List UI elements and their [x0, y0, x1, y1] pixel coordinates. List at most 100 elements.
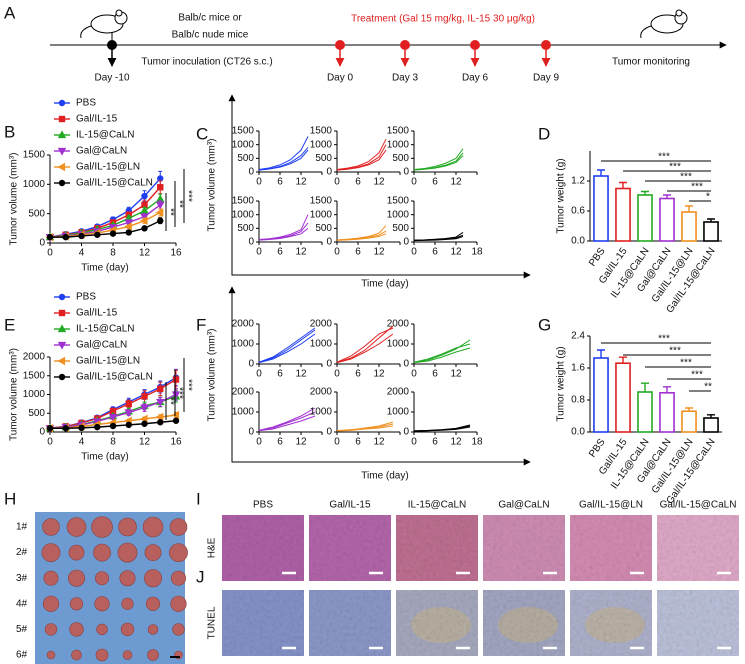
mouse-strain: Balb/c nude mice [172, 30, 249, 41]
marker [141, 420, 148, 427]
marker [141, 225, 148, 232]
significance-label: ** [704, 382, 712, 393]
y-tick-label: 1000 [310, 139, 333, 150]
tumor [120, 622, 135, 637]
marker [141, 393, 148, 400]
tumor [144, 544, 162, 562]
bar [637, 391, 653, 433]
y-tick-label: 0 [248, 427, 254, 438]
marker [62, 233, 69, 241]
x-tick-label: 6 [432, 437, 438, 448]
tumor [42, 518, 60, 536]
error-bar [597, 169, 605, 176]
micrograph-texture [222, 515, 304, 581]
tumor [172, 623, 185, 636]
marker [139, 216, 148, 225]
tumor [66, 517, 87, 537]
subject-line [258, 415, 316, 432]
y-tick-label: 0.0 [571, 236, 585, 247]
event-dot [470, 40, 480, 50]
subject-line [336, 423, 394, 432]
y-tick-label: 500 [392, 153, 409, 164]
y-tick-label: 0 [326, 237, 332, 248]
x-tick-label: 16 [170, 437, 182, 448]
x-tick-label: 12 [295, 177, 307, 188]
error-bar [707, 414, 715, 418]
row-label: 4# [16, 598, 28, 609]
x-tick-label: 12 [373, 177, 385, 188]
x-tick-label: 12 [295, 437, 307, 448]
x-tick-label: 12 [450, 369, 462, 380]
bar [659, 197, 675, 242]
event-dot [400, 40, 410, 50]
bar [593, 357, 609, 433]
significance-label: *** [691, 182, 703, 193]
subject-line [413, 155, 464, 171]
x-tick-label: 4 [79, 248, 85, 259]
marker [62, 425, 69, 432]
y-axis-title: Tumor weight (g) [556, 346, 567, 421]
micrograph-texture [483, 515, 565, 581]
marker [125, 421, 132, 429]
error-bar [641, 190, 649, 195]
tumor [171, 570, 187, 586]
treatment: Treatment (Gal 15 mg/kg, IL-15 30 μg/kg) [351, 14, 535, 25]
marker [156, 201, 165, 210]
subject-line [336, 138, 387, 171]
y-tick-label: 0 [326, 427, 332, 438]
x-tick-label: 0 [47, 248, 53, 259]
marker [46, 425, 54, 432]
x-tick-label: 0 [334, 437, 340, 448]
x-tick-label: PBS [587, 246, 608, 269]
mouse-icon [80, 9, 128, 39]
column-label: Gal/IL-15 [329, 500, 371, 511]
y-tick-label: 0.8 [571, 395, 585, 406]
y-tick-label: 0 [403, 359, 409, 370]
y-tick-label: 0 [326, 359, 332, 370]
tumor [68, 569, 86, 587]
tumor [142, 516, 164, 538]
x-tick-label: 16 [170, 248, 182, 259]
error-bar [707, 218, 715, 222]
marker [140, 206, 149, 214]
y-tick-label: 1500 [232, 126, 255, 137]
tumor [68, 544, 85, 561]
column-label: Gal/IL-15@LN [579, 500, 643, 511]
frame-axes [228, 286, 531, 466]
legend-label: Gal/IL-15 [76, 308, 118, 319]
y-tick-label: 0 [403, 167, 409, 178]
panel-label: A [4, 3, 16, 22]
micrograph-texture [396, 590, 478, 656]
tumor [147, 649, 159, 661]
marker [172, 376, 180, 383]
x-tick-label: 18 [471, 247, 483, 258]
tumor [117, 542, 138, 563]
significance-label: ** [164, 397, 175, 405]
tumor-photo [35, 512, 185, 664]
x-tick-label: 8 [110, 437, 116, 448]
x-tick-label: 18 [471, 437, 483, 448]
error-bar [619, 356, 627, 364]
subject-line [258, 333, 316, 364]
micrograph-texture [222, 590, 304, 656]
column-label: Gal@CaLN [498, 500, 549, 511]
error-bar [663, 194, 671, 199]
y-tick-label: 0.6 [571, 206, 585, 217]
y-tick-label: 2000 [310, 387, 333, 398]
marker [46, 233, 54, 241]
y-tick-label: 0 [326, 167, 332, 178]
legend-marker [57, 341, 67, 350]
x-axis-title: Time (day) [361, 279, 408, 290]
inoculation: Tumor inoculation (CT26 s.c.) [141, 57, 272, 68]
marker [124, 219, 133, 228]
legend-label: Gal@CaLN [76, 146, 127, 157]
x-tick-label: 12 [450, 177, 462, 188]
subject-line [336, 425, 394, 432]
micrograph-texture [657, 590, 739, 656]
y-tick-label: 1500 [310, 126, 333, 137]
y-tick-label: 1.2 [571, 176, 585, 187]
y-tick-label: 1000 [310, 407, 333, 418]
bar [681, 410, 697, 433]
x-tick-label: 0 [411, 437, 417, 448]
marker [109, 422, 117, 430]
